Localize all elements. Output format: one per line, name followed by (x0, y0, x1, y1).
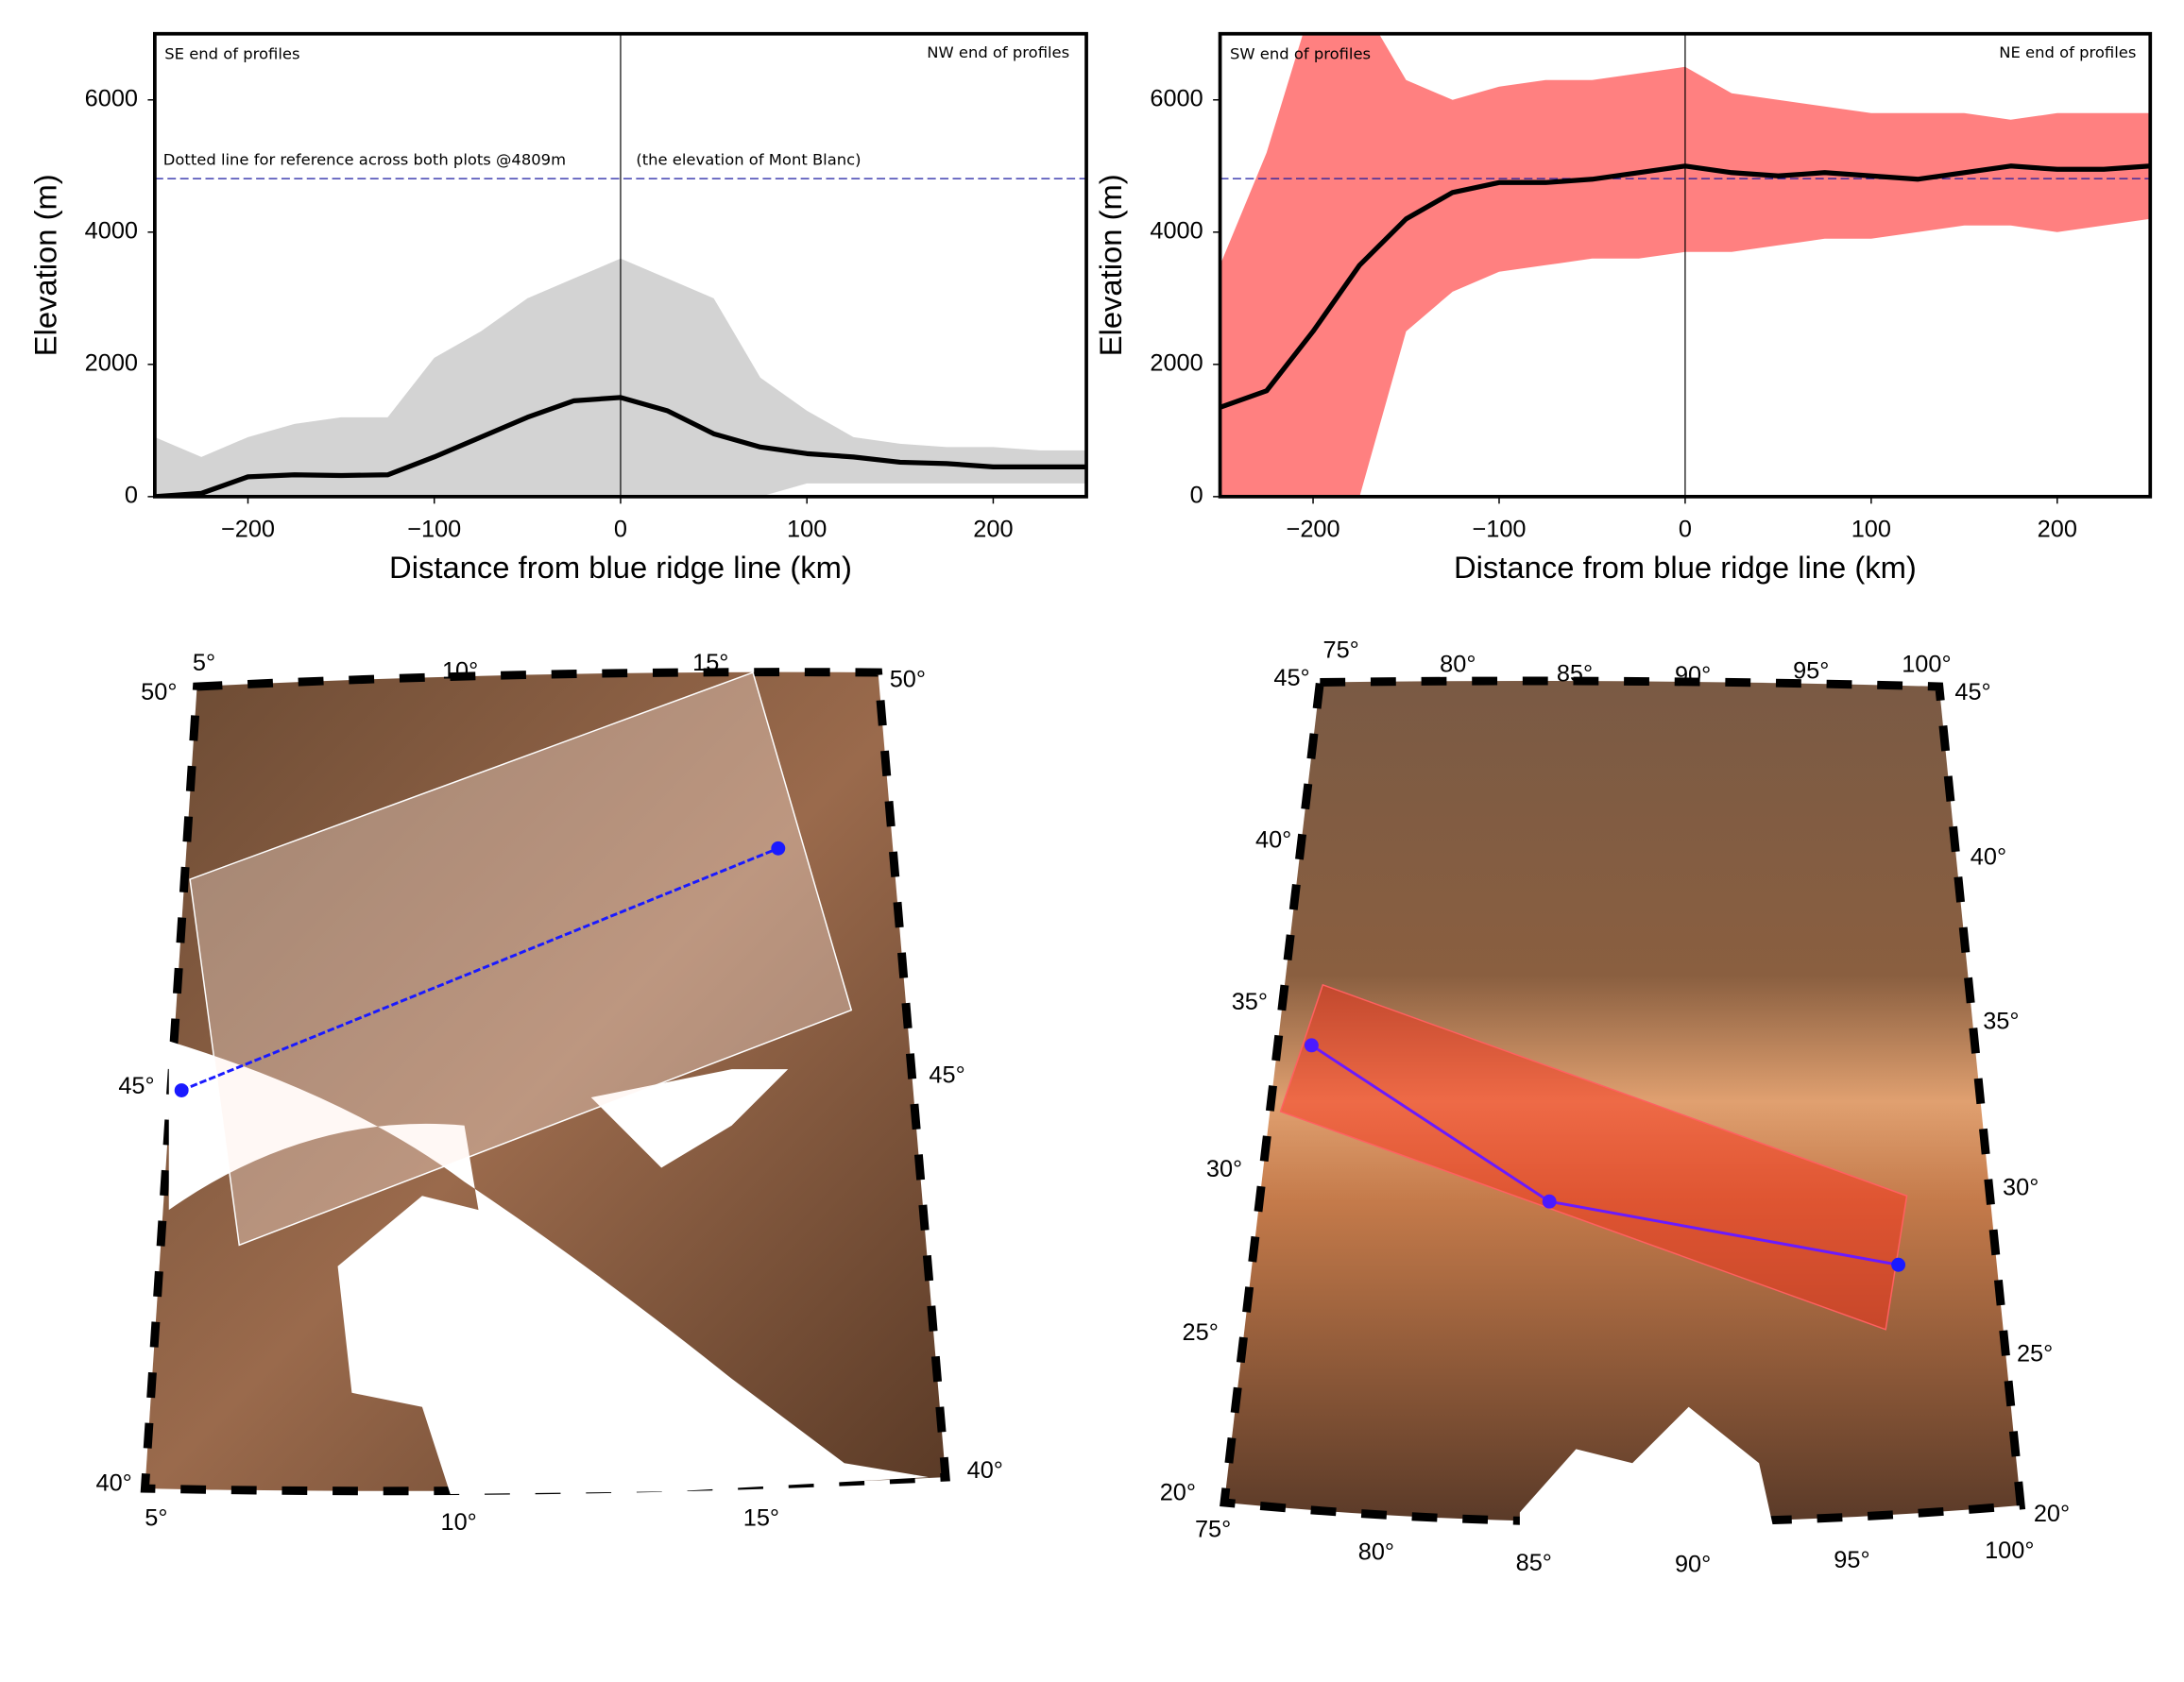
map-coordinate-label: 50° (141, 679, 177, 705)
y-tick-label: 0 (1190, 483, 1203, 509)
map-coordinate-label: 75° (1323, 637, 1359, 663)
x-axis-label: Distance from blue ridge line (km) (1454, 550, 1917, 585)
map-coordinate-label: 85° (1557, 661, 1593, 688)
map-coordinate-label: 25° (1183, 1319, 1219, 1346)
annotation: NW end of profiles (927, 43, 1069, 61)
annotation: SW end of profiles (1230, 45, 1371, 63)
y-tick-label: 2000 (85, 350, 138, 377)
y-axis-label: Elevation (m) (27, 174, 62, 356)
profile-swath (189, 671, 853, 1247)
map-alps (140, 668, 950, 1496)
x-tick-label: 200 (973, 516, 1013, 542)
map-coordinate-label: 75° (1195, 1516, 1231, 1542)
x-tick-label: 100 (1851, 516, 1891, 542)
map-coordinate-label: 20° (1160, 1480, 1196, 1506)
map-coordinate-label: 30° (2003, 1174, 2039, 1200)
map-himalaya (1220, 676, 2026, 1532)
plot-area (1220, 33, 2151, 497)
ridge-vertex (1304, 1038, 1319, 1053)
map-coordinate-label: 80° (1440, 651, 1476, 677)
map-coordinate-label: 15° (743, 1505, 779, 1532)
sea (1519, 1406, 1774, 1532)
map-coordinate-label: 45° (929, 1062, 964, 1088)
profile-swath (1279, 983, 1908, 1331)
map-frame (1220, 676, 2026, 1527)
map-coordinate-label: 45° (118, 1073, 154, 1099)
map-coordinate-label: 40° (96, 1470, 132, 1496)
range-band (1220, 33, 2151, 497)
y-tick-label: 0 (125, 483, 138, 509)
map-coordinate-label: 40° (967, 1457, 1003, 1484)
map-coordinate-label: 35° (1232, 989, 1268, 1015)
x-tick-label: 200 (2038, 516, 2077, 542)
map-coordinate-label: 95° (1834, 1547, 1869, 1573)
annotation: (the elevation of Mont Blanc) (636, 150, 861, 168)
ridge-vertex (1891, 1257, 1906, 1272)
y-tick-label: 4000 (85, 217, 138, 244)
map-coordinate-label: 80° (1358, 1538, 1394, 1565)
sea (168, 1041, 930, 1495)
map-coordinate-label: 95° (1793, 658, 1829, 685)
x-tick-label: −200 (1287, 516, 1340, 542)
x-tick-label: −200 (221, 516, 275, 542)
x-tick-label: 100 (787, 516, 827, 542)
map-coordinate-label: 100° (1902, 651, 1951, 677)
ridge-end (771, 841, 786, 856)
mean-line (154, 395, 1087, 497)
map-coordinate-label: 30° (1206, 1156, 1242, 1182)
annotation: SE end of profiles (164, 45, 299, 63)
annotation: NE end of profiles (1999, 43, 2136, 61)
y-axis-label: Elevation (m) (1093, 174, 1128, 356)
y-tick-label: 6000 (85, 85, 138, 111)
map-coordinate-label: 35° (1983, 1009, 2019, 1035)
map-coordinate-label: 15° (692, 650, 728, 676)
map-coordinate-label: 40° (1255, 827, 1291, 854)
x-tick-label: 0 (614, 516, 627, 542)
map-coordinate-label: 85° (1516, 1550, 1552, 1576)
ridge-line (180, 846, 779, 1092)
map-coordinate-label: 20° (2034, 1501, 2070, 1527)
map-coordinate-label: 45° (1954, 679, 1990, 705)
map-coordinate-label: 50° (890, 667, 926, 693)
plot-area (154, 33, 1087, 497)
map-coordinate-label: 90° (1675, 1552, 1711, 1578)
sea (590, 1069, 789, 1168)
map-coordinate-label: 45° (1273, 665, 1309, 691)
map-coordinate-label: 5° (193, 650, 215, 676)
ridge-vertex (1542, 1194, 1557, 1209)
y-tick-label: 4000 (1150, 217, 1203, 244)
map-coordinate-label: 10° (442, 658, 478, 685)
x-tick-label: 0 (1679, 516, 1692, 542)
mean-line (1220, 163, 2151, 410)
x-axis-label: Distance from blue ridge line (km) (389, 550, 852, 585)
map-coordinate-label: 90° (1675, 662, 1711, 688)
y-tick-label: 2000 (1150, 350, 1203, 377)
annotation: Dotted line for reference across both pl… (163, 150, 566, 168)
map-coordinate-label: 40° (1971, 843, 2006, 870)
y-tick-label: 6000 (1150, 85, 1203, 111)
map-coordinate-label: 25° (2017, 1340, 2053, 1367)
x-tick-label: −100 (1472, 516, 1526, 542)
map-coordinate-label: 5° (145, 1505, 167, 1532)
map-coordinate-label: 10° (441, 1509, 477, 1536)
x-tick-label: −100 (407, 516, 461, 542)
ridge-end (174, 1083, 189, 1097)
map-coordinate-label: 100° (1985, 1538, 2034, 1564)
